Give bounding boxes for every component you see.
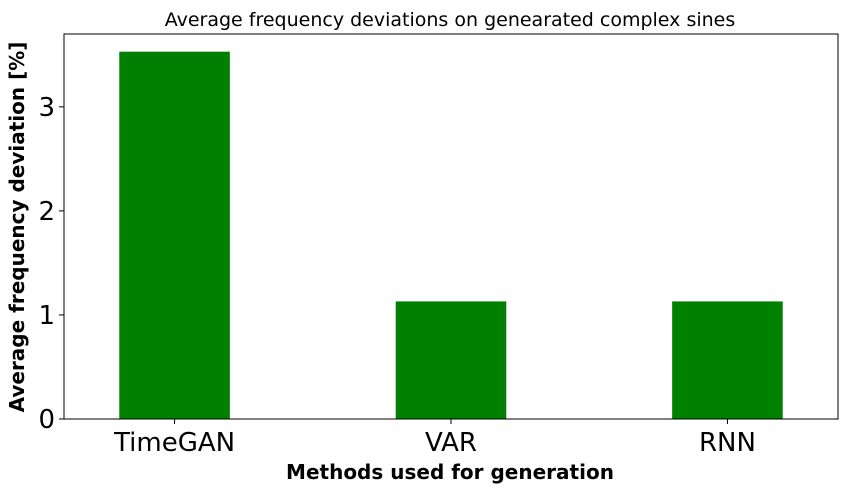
chart-title: Average frequency deviations on genearat… bbox=[165, 9, 736, 31]
x-tick-label: RNN bbox=[699, 428, 756, 458]
x-tick-label: TimeGAN bbox=[113, 428, 235, 458]
y-tick-label: 1 bbox=[38, 301, 55, 331]
bar-var bbox=[395, 301, 507, 419]
x-axis-label: Methods used for generation bbox=[286, 460, 614, 484]
bar-timegan bbox=[119, 51, 230, 420]
y-tick-label: 0 bbox=[38, 405, 55, 435]
bars-group bbox=[119, 51, 783, 420]
x-axis-ticks: TimeGAN VAR RNN bbox=[113, 419, 756, 458]
y-axis-label: Average frequency deviation [%] bbox=[5, 42, 29, 413]
y-axis-ticks: 0 1 2 3 bbox=[38, 93, 64, 435]
y-tick-label: 2 bbox=[38, 197, 55, 227]
x-tick-label: VAR bbox=[425, 428, 477, 458]
y-tick-label: 3 bbox=[38, 93, 55, 123]
bar-rnn bbox=[672, 301, 783, 419]
